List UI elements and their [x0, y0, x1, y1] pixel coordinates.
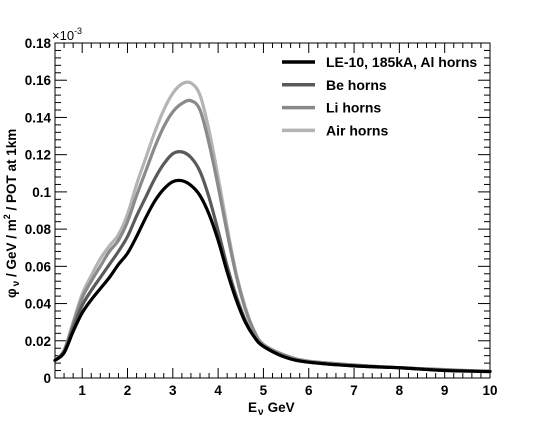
x-tick-label: 6	[305, 383, 313, 398]
x-tick-label: 3	[169, 383, 177, 398]
x-axis-subscript: ν	[258, 407, 264, 418]
x-tick-label: 2	[124, 383, 132, 398]
y-axis-sup: 2	[2, 214, 12, 219]
y-axis-subscript: ν	[11, 280, 22, 286]
y-tick-label: 0.04	[25, 297, 52, 312]
series-line-0	[53, 178, 492, 374]
y-tick-label: 0.02	[25, 334, 51, 349]
x-tick-label: 9	[441, 383, 449, 398]
plot-frame	[54, 42, 491, 379]
y-exponent-power: -3	[74, 26, 82, 36]
y-tick-label: 0.14	[25, 110, 52, 125]
y-tick-label: 0	[43, 371, 51, 386]
x-axis-title: Eν GeV	[248, 400, 295, 418]
legend-label-1: Be horns	[326, 77, 387, 93]
legend-label-3: Air horns	[326, 122, 388, 138]
x-tick-label: 5	[260, 383, 268, 398]
y-tick-label: 0.06	[25, 259, 52, 274]
y-tick-label: 0.12	[25, 148, 51, 163]
x-axis-unit: GeV	[268, 400, 295, 415]
plot-area-border	[54, 42, 491, 379]
x-tick-label: 4	[214, 383, 222, 398]
legend: LE-10, 185kA, Al horns Be horns Li horns Ai…	[282, 54, 477, 138]
y-exponent-label: ×10-3	[52, 26, 82, 43]
series-line-3	[53, 80, 492, 374]
y-axis-title: φν / GeV / m2 / POT at 1km	[2, 129, 22, 298]
legend-label-2: Li horns	[326, 100, 381, 116]
x-tick-label: 10	[482, 383, 497, 398]
x-tick-label: 8	[396, 383, 404, 398]
y-axis-text-a: / GeV / m	[4, 219, 19, 281]
y-tick-label: 0.1	[32, 185, 51, 200]
x-tick-label: 1	[78, 383, 86, 398]
x-axis-symbol: E	[248, 400, 257, 415]
axis-ticks: 1 2 3 4 5 6 7 8 9 10 0 0.02 0.04 0.06 0.08 0.1 0.12 0.14 0…	[25, 36, 498, 398]
y-tick-label: 0.08	[25, 222, 52, 237]
x-tick-label: 7	[350, 383, 358, 398]
y-axis-text-b: / POT at 1km	[4, 129, 19, 215]
y-tick-label: 0.18	[25, 36, 52, 51]
series-line-2	[53, 98, 492, 374]
series-lines	[53, 80, 492, 374]
y-axis-symbol: φ	[4, 288, 19, 298]
y-tick-label: 0.16	[25, 73, 52, 88]
y-exponent-base: ×10	[52, 28, 74, 43]
legend-label-0: LE-10, 185kA, Al horns	[326, 54, 477, 70]
